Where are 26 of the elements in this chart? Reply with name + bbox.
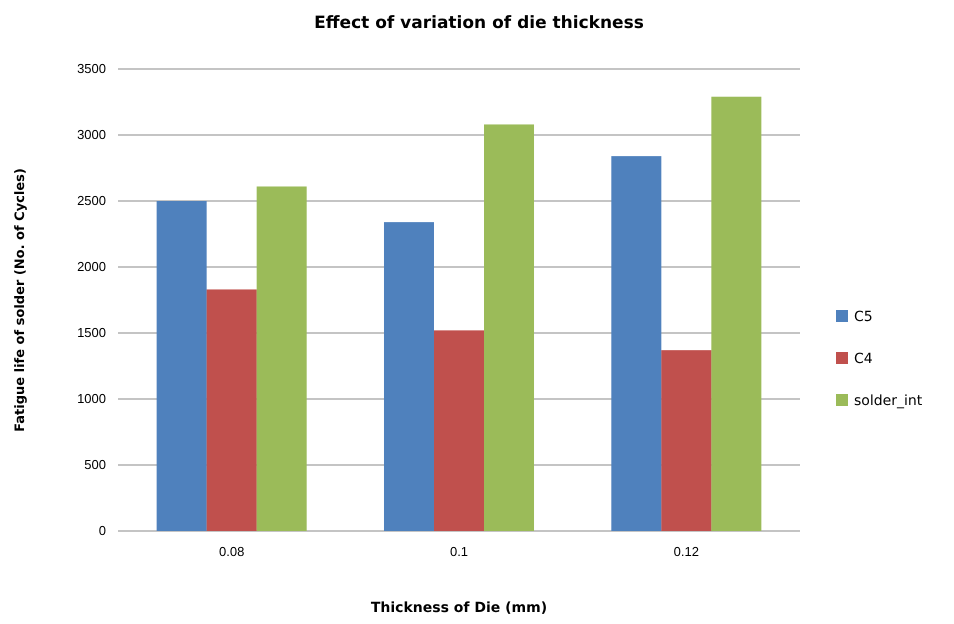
x-tick-label: 0.1: [450, 544, 468, 560]
legend-label: solder_int: [854, 393, 923, 409]
bar: [206, 289, 257, 531]
y-tick-label: 2500: [77, 193, 106, 208]
y-tick-label: 2000: [77, 259, 106, 274]
x-tick-label: 0.08: [219, 544, 244, 560]
bar: [156, 201, 207, 531]
x-tick-label: 0.12: [674, 544, 699, 560]
bar: [384, 222, 434, 531]
chart-title: Effect of variation of die thickness: [314, 13, 644, 33]
y-tick-label: 1000: [77, 391, 106, 406]
legend-label: C4: [854, 351, 873, 367]
y-tick-label: 3500: [77, 61, 106, 76]
y-tick-label: 1500: [77, 325, 106, 340]
bar: [434, 330, 484, 531]
bar: [484, 124, 534, 531]
y-tick-label: 500: [84, 457, 106, 472]
bar: [256, 186, 307, 531]
bar: [661, 350, 712, 531]
bar: [711, 96, 762, 531]
y-tick-label: 3000: [77, 127, 106, 142]
y-tick-label: 0: [98, 523, 106, 538]
x-axis-title: Thickness of Die (mm): [370, 600, 548, 616]
y-axis-title: Fatigue life of solder (No. of Cycles): [13, 168, 28, 432]
legend-label: C5: [854, 309, 873, 325]
bar: [611, 156, 662, 531]
